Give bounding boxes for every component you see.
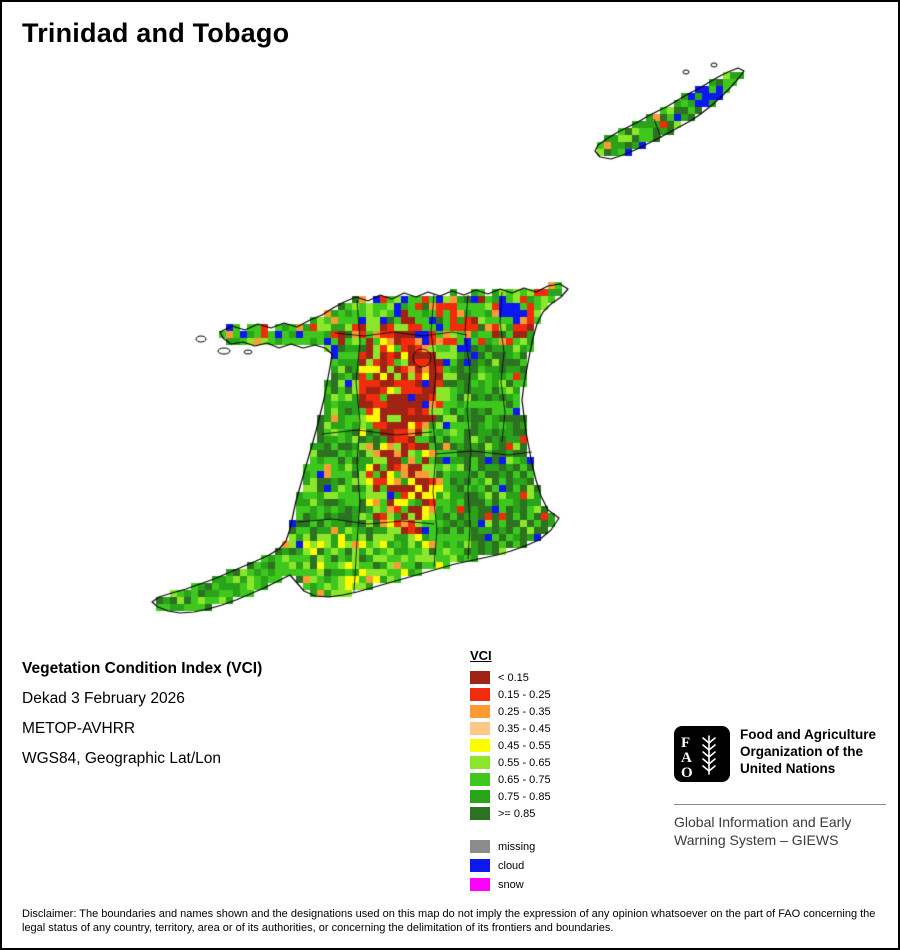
legend-item: 0.35 - 0.45 (470, 722, 551, 735)
fao-org-name: Food and Agriculture Organization of the… (740, 727, 876, 776)
legend-item: >= 0.85 (470, 807, 551, 820)
legend-item: snow (470, 878, 551, 891)
svg-text:O: O (681, 765, 693, 781)
legend-item: 0.45 - 0.55 (470, 739, 551, 752)
legend-color-swatch (470, 840, 490, 853)
legend-item-label: 0.25 - 0.35 (498, 705, 551, 718)
legend-item-label: 0.75 - 0.85 (498, 790, 551, 803)
legend-color-swatch (470, 773, 490, 786)
legend-color-swatch (470, 756, 490, 769)
legend-item-label: 0.15 - 0.25 (498, 688, 551, 701)
legend-item: 0.55 - 0.65 (470, 756, 551, 769)
legend-color-swatch (470, 705, 490, 718)
legend-special-values: missing cloud snow (470, 840, 551, 891)
svg-text:A: A (681, 750, 692, 766)
legend-item: missing (470, 840, 551, 853)
legend-item: < 0.15 (470, 671, 551, 684)
legend-item-label: >= 0.85 (498, 807, 536, 820)
legend-item-label: 0.65 - 0.75 (498, 773, 551, 786)
projection-label: WGS84, Geographic Lat/Lon (22, 750, 222, 767)
legend-color-swatch (470, 671, 490, 684)
svg-text:F: F (681, 735, 690, 751)
legend-item: cloud (470, 859, 551, 872)
legend-item: 0.65 - 0.75 (470, 773, 551, 786)
map-metadata-block: Vegetation Condition Index (VCI) Dekad 3… (22, 654, 262, 774)
page-title: Trinidad and Tobago (22, 18, 290, 48)
legend-color-swatch (470, 859, 490, 872)
fao-logo-icon: F A O (674, 726, 730, 782)
legend-item: 0.75 - 0.85 (470, 790, 551, 803)
legend-item-label: missing (498, 840, 536, 853)
legend-color-swatch (470, 722, 490, 735)
legend-color-swatch (470, 688, 490, 701)
vci-legend: VCI < 0.15 0.15 - 0.25 0.25 - 0.35 0.35 … (470, 648, 551, 897)
legend-color-swatch (470, 807, 490, 820)
legend-color-swatch (470, 878, 490, 891)
legend-item-label: cloud (498, 859, 525, 872)
legend-color-swatch (470, 739, 490, 752)
legend-heading: VCI (470, 648, 492, 663)
giews-label: Global Information and Early Warning Sys… (674, 804, 886, 849)
legend-item-label: 0.55 - 0.65 (498, 756, 551, 769)
fao-branding-block: F A O Food and Agriculture Organization … (674, 726, 898, 782)
legend-item-label: 0.35 - 0.45 (498, 722, 551, 735)
legend-color-swatch (470, 790, 490, 803)
product-name-label: Vegetation Condition Index (VCI) (22, 660, 263, 677)
disclaimer-text: Disclaimer: The boundaries and names sho… (22, 908, 876, 934)
legend-item-label: < 0.15 (498, 671, 529, 684)
legend-item: 0.25 - 0.35 (470, 705, 551, 718)
legend-item: 0.15 - 0.25 (470, 688, 551, 701)
legend-item-label: snow (498, 878, 524, 891)
dekad-label: Dekad 3 February 2026 (22, 690, 185, 707)
legend-item-label: 0.45 - 0.55 (498, 739, 551, 752)
sensor-label: METOP-AVHRR (22, 720, 136, 737)
